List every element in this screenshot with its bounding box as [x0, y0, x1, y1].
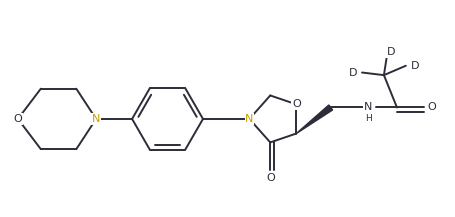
- Text: N: N: [92, 114, 100, 124]
- Text: D: D: [349, 67, 358, 77]
- Text: D: D: [386, 47, 395, 57]
- Text: H: H: [365, 114, 372, 123]
- Text: O: O: [14, 114, 22, 124]
- Polygon shape: [296, 105, 333, 133]
- Text: O: O: [292, 99, 301, 109]
- Text: O: O: [428, 102, 436, 112]
- Text: D: D: [410, 61, 419, 71]
- Text: O: O: [266, 173, 275, 183]
- Text: N: N: [364, 102, 373, 112]
- Text: N: N: [245, 114, 253, 124]
